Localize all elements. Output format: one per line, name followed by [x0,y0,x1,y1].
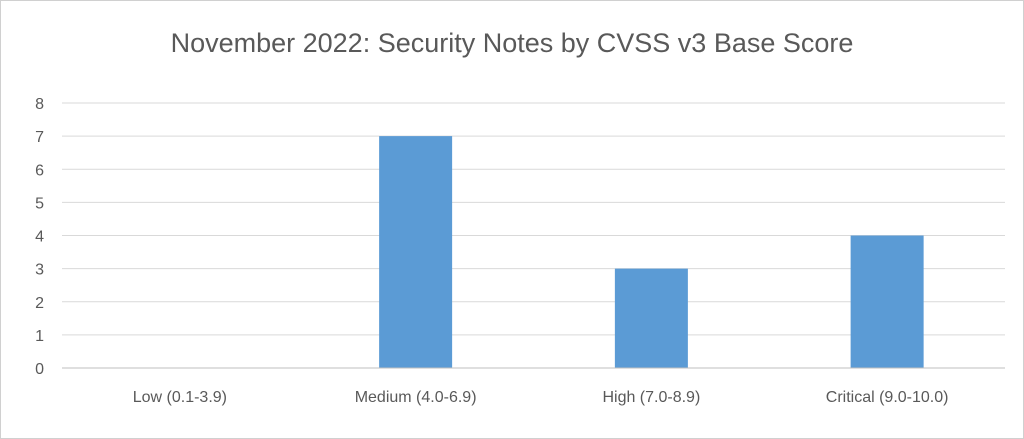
bar-2 [614,268,688,368]
y-tick-label: 3 [35,262,44,279]
x-category-label: Low (0.1-3.9) [133,389,227,406]
x-category-label: Medium (4.0-6.9) [355,389,477,406]
bars [379,136,924,368]
bar-1 [379,136,453,368]
chart-title: November 2022: Security Notes by CVSS v3… [171,28,854,58]
y-tick-label: 7 [35,129,44,146]
bar-3 [850,235,924,368]
y-tick-label: 4 [35,229,44,246]
y-tick-label: 6 [35,162,44,179]
x-category-label: High (7.0-8.9) [602,389,700,406]
x-axis-labels: Low (0.1-3.9) Medium (4.0-6.9) High (7.0-8… [133,389,949,406]
y-axis-ticks: 0 1 2 3 4 5 6 7 8 [35,96,44,378]
gridlines [62,102,1005,336]
y-tick-label: 1 [35,328,44,345]
x-category-label: Critical (9.0-10.0) [826,389,949,406]
y-tick-label: 5 [35,195,44,212]
y-tick-label: 8 [35,96,44,113]
y-tick-label: 0 [35,361,44,378]
y-tick-label: 2 [35,295,44,312]
